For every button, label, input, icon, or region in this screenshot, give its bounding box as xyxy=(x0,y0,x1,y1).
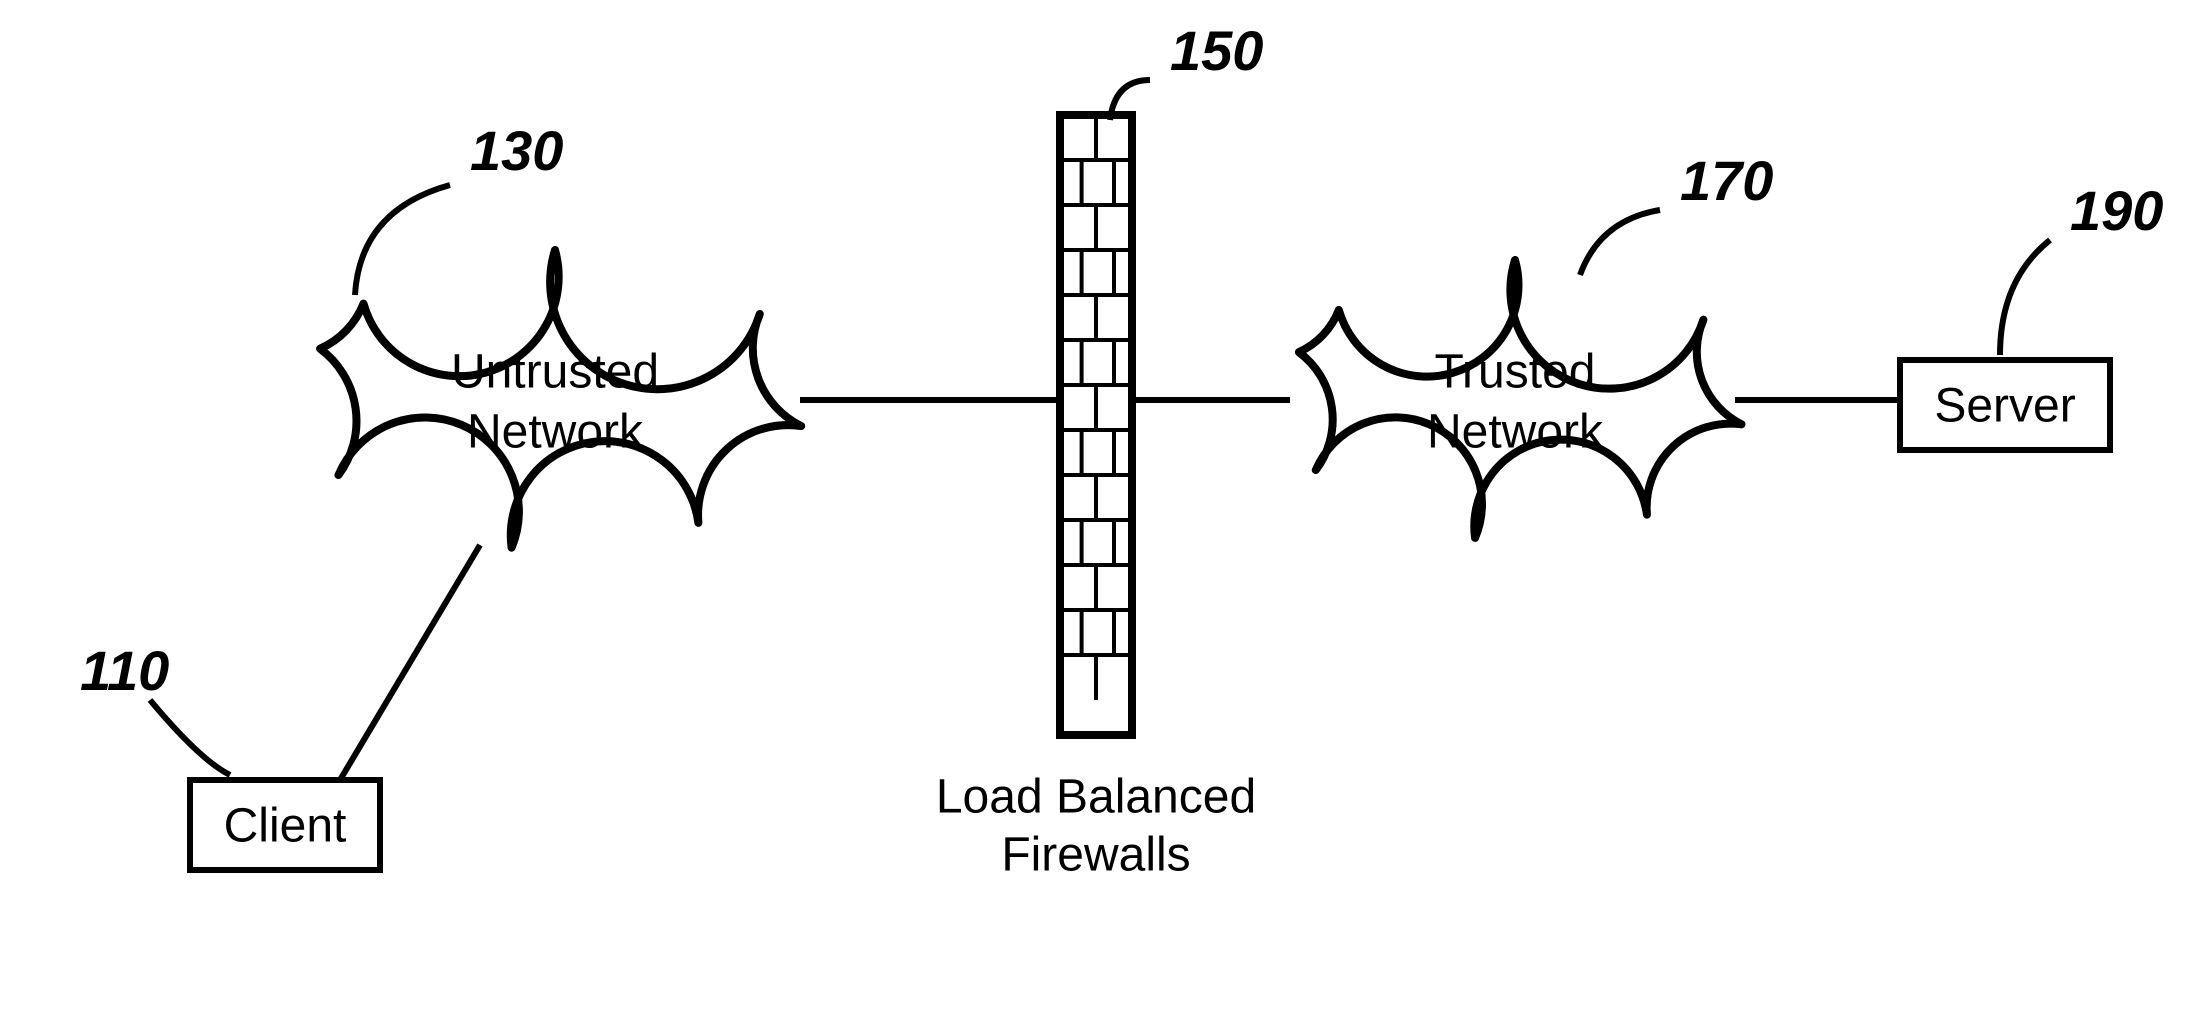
server-label: Server xyxy=(1934,380,2075,433)
client-box: Client xyxy=(190,780,380,870)
ref-130: 130 xyxy=(470,119,563,182)
ref-190: 190 xyxy=(2070,179,2163,242)
lead-110 xyxy=(150,700,230,775)
ref-150: 150 xyxy=(1170,19,1263,82)
trusted-label-2: Network xyxy=(1427,406,1604,459)
untrusted-network-cloud: Untrusted Network xyxy=(320,250,801,548)
ref-110: 110 xyxy=(80,639,169,702)
lead-190 xyxy=(2000,240,2050,355)
edge-client-untrusted xyxy=(340,545,480,780)
untrusted-cloud-shape xyxy=(320,250,801,548)
server-box: Server xyxy=(1900,360,2110,450)
untrusted-label-1: Untrusted xyxy=(451,346,659,399)
firewall-label-2: Firewalls xyxy=(1001,829,1190,882)
lead-170 xyxy=(1580,210,1660,275)
firewall-label-1: Load Balanced xyxy=(936,771,1256,824)
trusted-label-1: Trusted xyxy=(1435,346,1596,399)
untrusted-label-2: Network xyxy=(467,406,644,459)
firewall: Load Balanced Firewalls xyxy=(936,115,1256,882)
lead-130 xyxy=(355,185,450,295)
trusted-cloud-shape xyxy=(1299,260,1742,538)
trusted-network-cloud: Trusted Network xyxy=(1299,260,1742,538)
client-label: Client xyxy=(224,800,347,853)
ref-170: 170 xyxy=(1680,149,1773,212)
